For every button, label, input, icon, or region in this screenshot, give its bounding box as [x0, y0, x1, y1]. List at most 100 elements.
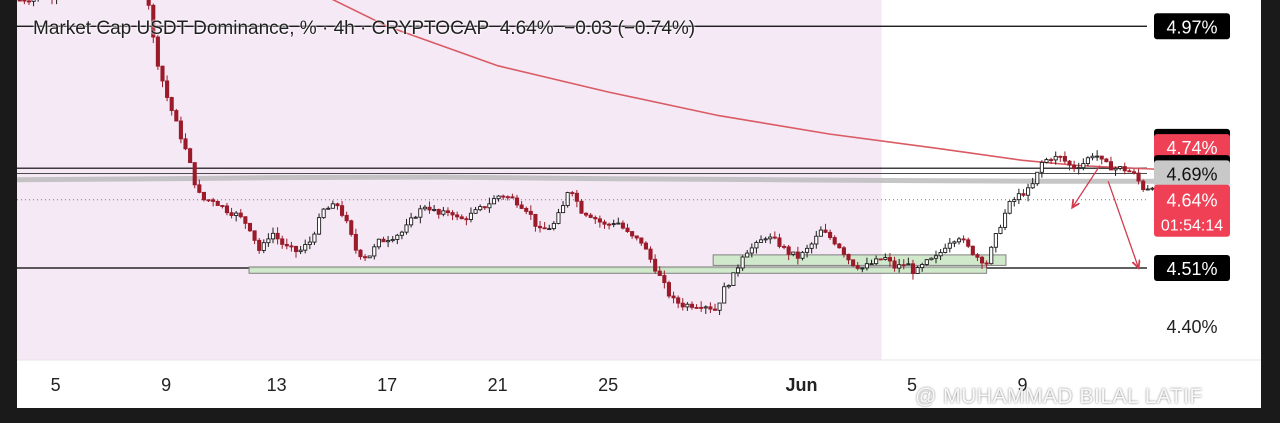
candle-143: [676, 295, 681, 309]
moving-average-line: [331, 0, 1194, 172]
candle-198: [929, 257, 934, 261]
candle-body: [1113, 167, 1118, 171]
candle-184: [864, 257, 869, 271]
candle-231: [1081, 158, 1086, 171]
usdt-dominance-chart[interactable]: 4.97%4.75%4.74%4.70%4.69%4.64%01:54:144.…: [17, 0, 1261, 408]
author-watermark: @ MUHAMMAD BILAL LATIF: [915, 385, 1203, 408]
x-tick-label-1: 9: [161, 375, 171, 395]
candle-235: [1099, 155, 1104, 165]
candle-107: [510, 193, 515, 199]
candle-body: [1090, 155, 1095, 159]
candle-84: [404, 218, 409, 235]
candle-body: [367, 255, 372, 259]
candle-29: [151, 3, 156, 44]
candle-body: [597, 218, 602, 223]
candle-216: [1012, 197, 1017, 207]
candle-body: [234, 212, 239, 216]
support-zone-0: [712, 254, 1007, 266]
candle-body: [869, 263, 874, 266]
candle-116: [551, 221, 556, 231]
legend-change: −0.03 (−0.74%): [564, 18, 696, 39]
candle-body: [215, 200, 220, 206]
candle-body: [335, 203, 340, 207]
candle-body: [754, 241, 759, 249]
candle-body: [491, 198, 497, 205]
candle-229: [1072, 160, 1077, 172]
candle-91: [436, 208, 441, 219]
price-label-text: 4.51%: [1166, 259, 1217, 279]
candle-213: [998, 224, 1003, 235]
candle-53: [261, 239, 266, 254]
price-label-bg: [1154, 160, 1230, 187]
price-label-6: 4.51%: [1154, 255, 1230, 282]
candle-body: [1099, 155, 1104, 160]
candle-body: [303, 244, 308, 251]
candle-body: [768, 236, 773, 240]
candle-body: [146, 0, 151, 6]
candle-75: [363, 254, 368, 261]
candle-73: [353, 228, 358, 254]
candle-74: [358, 249, 363, 260]
candle-body: [376, 238, 381, 248]
candle-body: [772, 236, 777, 239]
candle-body: [722, 286, 727, 304]
candle-113: [537, 220, 543, 233]
candle-body: [800, 251, 805, 259]
candle-138: [653, 254, 658, 274]
candle-body: [1039, 161, 1044, 173]
candle-body: [625, 227, 630, 233]
candle-77: [372, 243, 377, 260]
chart-legend: Market Cap USDT Dominance, % · 4h · CRYP…: [33, 18, 695, 40]
candle-225: [1053, 151, 1058, 165]
candle-body: [478, 206, 483, 211]
candle-243: [1136, 168, 1141, 185]
candle-204: [956, 236, 962, 245]
candle-body: [745, 252, 750, 258]
candle-body: [712, 308, 718, 311]
candle-196: [920, 262, 925, 272]
candle-54: [266, 233, 271, 247]
candle-body: [404, 224, 409, 233]
candle-120: [570, 190, 575, 197]
candle-175: [823, 223, 828, 234]
candle-96: [459, 214, 464, 220]
candle-161: [758, 235, 764, 243]
candle-body: [201, 191, 206, 201]
candle-body: [851, 259, 856, 267]
candle-48: [238, 209, 243, 219]
candle-body: [247, 222, 253, 232]
candle-147: [694, 304, 699, 309]
candle-135: [639, 237, 644, 246]
candle-body: [666, 282, 671, 297]
candle-68: [330, 200, 335, 209]
candle-55: [270, 227, 276, 244]
chart-frame[interactable]: 4.97%4.75%4.74%4.70%4.69%4.64%01:54:144.…: [17, 0, 1261, 408]
candle-body: [1104, 158, 1109, 163]
candle-body: [860, 267, 865, 270]
candle-97: [464, 216, 469, 226]
candle-body: [26, 0, 32, 3]
candle-body: [349, 220, 354, 235]
candle-body: [178, 120, 183, 140]
candle-233: [1090, 153, 1095, 161]
candle-81: [390, 236, 395, 243]
candle-body: [293, 245, 299, 253]
candle-182: [855, 261, 860, 271]
candle-body: [482, 206, 487, 209]
candle-65: [316, 213, 322, 236]
candle-body: [708, 306, 713, 310]
candle-body: [648, 248, 653, 260]
candle-121: [574, 189, 579, 208]
candle-body: [671, 295, 676, 299]
candle-body: [989, 246, 994, 265]
candle-body: [1062, 156, 1067, 162]
candle-165: [777, 233, 782, 249]
candle-170: [800, 251, 805, 261]
candle-60: [293, 245, 299, 258]
candle-body: [565, 192, 570, 207]
candle-183: [860, 267, 865, 273]
candle-151: [712, 303, 718, 311]
candle-body: [634, 235, 639, 239]
candle-50: [247, 222, 253, 232]
candle-190: [892, 256, 897, 272]
